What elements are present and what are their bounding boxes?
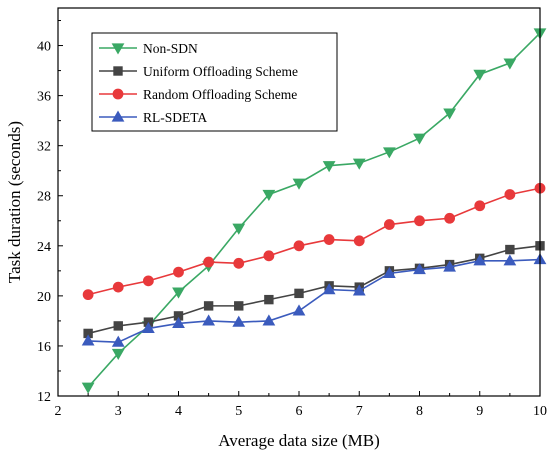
y-tick-label: 32 bbox=[37, 140, 51, 155]
data-point bbox=[504, 189, 516, 200]
series-3 bbox=[81, 253, 547, 347]
legend-entry: Random Offloading Scheme bbox=[99, 87, 297, 102]
data-point bbox=[264, 294, 274, 305]
data-point bbox=[111, 335, 125, 347]
data-point bbox=[262, 189, 276, 201]
legend-label: Non-SDN bbox=[143, 41, 198, 56]
data-point bbox=[141, 321, 155, 334]
data-point bbox=[474, 200, 486, 212]
x-tick-label: 6 bbox=[296, 404, 303, 419]
data-point bbox=[234, 301, 244, 311]
data-point bbox=[233, 257, 245, 269]
data-point bbox=[142, 275, 154, 287]
data-point bbox=[505, 244, 515, 255]
data-point bbox=[382, 266, 396, 278]
data-point bbox=[444, 212, 456, 224]
y-tick-label: 20 bbox=[37, 290, 51, 305]
data-point bbox=[294, 288, 304, 299]
data-point bbox=[352, 284, 366, 296]
data-point bbox=[111, 348, 125, 360]
data-point bbox=[113, 321, 123, 331]
data-point bbox=[292, 178, 306, 190]
legend-marker bbox=[112, 88, 124, 100]
data-point bbox=[262, 314, 276, 326]
data-point bbox=[203, 256, 215, 268]
data-point bbox=[323, 234, 335, 245]
series-line bbox=[88, 258, 541, 343]
data-point bbox=[414, 215, 425, 227]
data-point bbox=[352, 158, 366, 170]
series-1 bbox=[83, 241, 545, 339]
data-point bbox=[172, 316, 185, 329]
x-tick-label: 10 bbox=[533, 404, 547, 419]
data-point bbox=[232, 223, 246, 235]
series-line bbox=[87, 187, 541, 296]
data-point bbox=[263, 250, 275, 262]
series-line bbox=[87, 32, 541, 388]
data-point bbox=[172, 287, 185, 299]
y-tick-label: 28 bbox=[37, 190, 51, 205]
legend-label: Uniform Offloading Scheme bbox=[143, 64, 298, 79]
legend: Non-SDN Uniform Offloading Scheme Random O… bbox=[91, 32, 338, 132]
x-tick-label: 3 bbox=[115, 404, 122, 419]
data-point bbox=[292, 304, 306, 316]
y-tick-label: 24 bbox=[37, 240, 51, 255]
legend-entry: RL-SDETA bbox=[99, 110, 207, 125]
y-tick-label: 12 bbox=[37, 390, 51, 405]
data-point bbox=[473, 69, 487, 81]
legend-marker bbox=[111, 43, 125, 55]
legend-marker bbox=[113, 66, 123, 76]
data-point bbox=[443, 108, 457, 120]
data-point bbox=[81, 334, 95, 346]
data-point bbox=[382, 147, 396, 159]
data-point bbox=[322, 283, 336, 295]
data-point bbox=[173, 266, 184, 278]
legend-entry: Non-SDN bbox=[99, 41, 198, 56]
data-point bbox=[202, 314, 216, 326]
x-tick-label: 8 bbox=[416, 404, 423, 419]
series-2 bbox=[82, 182, 546, 301]
x-axis-label: Average data size (MB) bbox=[218, 431, 380, 450]
y-tick-label: 16 bbox=[37, 340, 51, 355]
data-point bbox=[232, 315, 246, 327]
legend-label: RL-SDETA bbox=[143, 110, 207, 125]
data-point bbox=[503, 58, 517, 70]
legend-entry: Uniform Offloading Scheme bbox=[99, 64, 298, 79]
data-point bbox=[383, 219, 395, 230]
data-point bbox=[112, 281, 124, 293]
data-point bbox=[353, 235, 365, 247]
data-point bbox=[322, 161, 336, 173]
series-line bbox=[87, 245, 541, 335]
y-axis-label: Task duration (seconds) bbox=[5, 121, 24, 283]
data-point bbox=[81, 382, 95, 394]
data-point bbox=[203, 301, 214, 311]
x-tick-label: 4 bbox=[175, 404, 182, 419]
x-tick-label: 7 bbox=[356, 404, 363, 419]
data-point bbox=[503, 254, 517, 266]
legend-label: Random Offloading Scheme bbox=[143, 87, 297, 102]
ticks-layer: 2 3 4 5 6 7 8 9 10 12 16 20 24 28 32 36 40 bbox=[37, 20, 547, 419]
data-point bbox=[82, 289, 94, 301]
data-point bbox=[443, 260, 457, 272]
data-point bbox=[413, 133, 426, 145]
x-tick-label: 2 bbox=[55, 404, 62, 419]
data-point bbox=[293, 240, 305, 252]
y-tick-label: 36 bbox=[37, 90, 51, 105]
x-tick-label: 9 bbox=[476, 404, 483, 419]
data-point bbox=[473, 254, 487, 266]
legend-marker bbox=[111, 110, 125, 122]
data-point bbox=[413, 263, 426, 275]
x-tick-label: 5 bbox=[235, 404, 242, 419]
y-tick-label: 40 bbox=[37, 40, 51, 55]
legend-box bbox=[91, 32, 338, 132]
